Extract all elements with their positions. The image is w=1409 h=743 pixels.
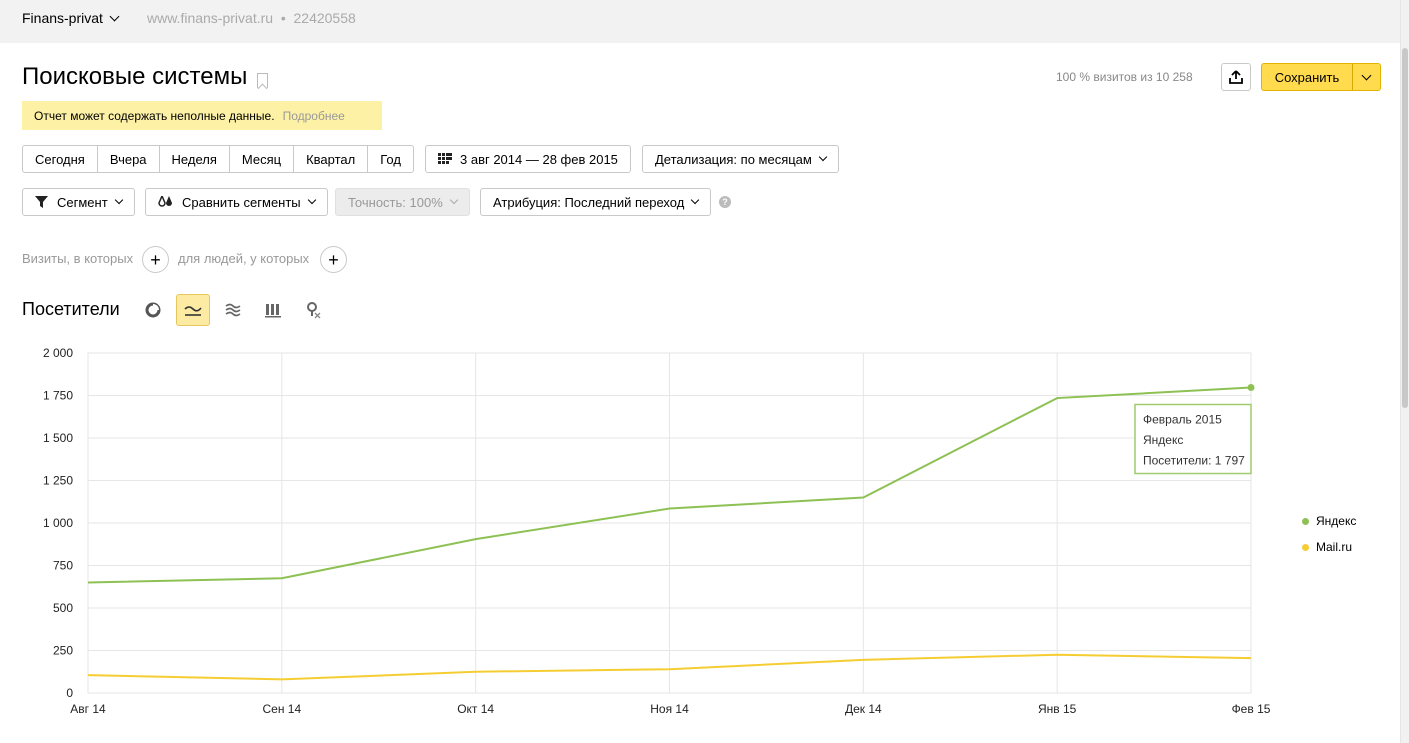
chevron-down-icon — [109, 11, 120, 21]
top-bar: Finans-privat www.finans-privat.ru • 224… — [0, 0, 1400, 43]
y-tick-label: 750 — [53, 559, 73, 573]
period-year[interactable]: Год — [380, 151, 401, 167]
x-tick-label: Янв 15 — [1038, 702, 1077, 716]
detail-label: Детализация: по месяцам — [655, 151, 812, 167]
date-range-label: 3 авг 2014 — 28 фев 2015 — [460, 151, 618, 167]
chart-series — [87, 384, 1255, 681]
page-title-wrap: Поисковые системы — [22, 63, 269, 91]
y-axis: 0 250 500 750 1 000 1 250 1 500 1 750 2 000 — [43, 346, 73, 700]
pie-chart-icon — [145, 302, 161, 318]
y-tick-label: 250 — [53, 644, 73, 658]
y-tick-label: 0 — [66, 686, 73, 700]
x-axis: Авг 14 Сен 14 Окт 14 Ноя 14 Дек 14 Янв 15 Фев … — [70, 702, 1270, 716]
x-tick-label: Ноя 14 — [650, 702, 689, 716]
x-tick-label: Дек 14 — [845, 702, 882, 716]
export-button[interactable] — [1221, 63, 1251, 91]
data-point — [1247, 384, 1255, 392]
chevron-down-icon — [307, 195, 316, 205]
incomplete-data-warning: Отчет может содержать неполные данные. По… — [22, 101, 382, 130]
area-chart-icon — [225, 303, 241, 317]
scrollbar[interactable] — [1400, 0, 1409, 743]
tooltip-period: Февраль 2015 — [1143, 413, 1222, 427]
compare-icon — [158, 196, 172, 207]
filter-icon — [35, 196, 48, 208]
chart-tooltip: Февраль 2015 Яндекс Посетители: 1 797 — [1134, 403, 1252, 475]
period-selector: Сегодня Вчера Неделя Месяц Квартал Год — [22, 145, 414, 173]
counter-name: Finans-privat — [22, 10, 103, 26]
save-button-label[interactable]: Сохранить — [1262, 64, 1353, 90]
chevron-down-icon — [114, 195, 123, 205]
counter-site: www.finans-privat.ru • 22420558 — [147, 10, 356, 26]
bookmark-icon[interactable] — [257, 72, 269, 88]
segment-button[interactable]: Сегмент — [22, 188, 135, 216]
add-people-condition-button[interactable]: + — [320, 246, 347, 273]
add-visit-condition-button[interactable]: + — [142, 246, 169, 273]
chevron-down-icon — [1361, 70, 1372, 80]
attribution-dropdown[interactable]: Атрибуция: Последний переход — [480, 188, 712, 216]
compare-segments-label: Сравнить сегменты — [182, 194, 301, 210]
visitors-line-chart: 0 250 500 750 1 000 1 250 1 500 1 750 2 000 Авг … — [43, 346, 1271, 716]
attribution-label: Атрибуция: Последний переход — [493, 194, 685, 210]
period-month[interactable]: Месяц — [230, 146, 295, 172]
calendar-icon — [438, 153, 452, 164]
chevron-down-icon — [449, 195, 459, 205]
bar-chart-button[interactable] — [256, 294, 290, 326]
legend-label: Яндекс — [1316, 514, 1357, 528]
y-tick-label: 1 250 — [43, 474, 73, 488]
x-tick-label: Окт 14 — [457, 702, 494, 716]
y-tick-label: 1 500 — [43, 431, 73, 445]
tooltip-series: Яндекс — [1143, 433, 1183, 447]
tooltip-value: Посетители: 1 797 — [1143, 454, 1245, 468]
page-title: Поисковые системы — [22, 63, 248, 90]
legend-label: Mail.ru — [1316, 540, 1353, 554]
legend-item-yandex[interactable]: Яндекс — [1302, 514, 1356, 528]
chart-grid — [87, 352, 1252, 694]
x-tick-label: Фев 15 — [1232, 702, 1271, 716]
line-chart-icon — [184, 306, 202, 316]
period-week[interactable]: Неделя — [160, 146, 230, 172]
legend-dot — [1302, 543, 1309, 551]
chart-title: Посетители — [22, 299, 120, 319]
x-tick-label: Авг 14 — [70, 702, 106, 716]
scrollbar-thumb[interactable] — [1402, 48, 1408, 408]
save-button[interactable]: Сохранить — [1261, 63, 1381, 91]
y-tick-label: 1 000 — [43, 516, 73, 530]
y-tick-label: 2 000 — [43, 346, 73, 360]
pie-chart-button[interactable] — [136, 294, 170, 326]
y-tick-label: 500 — [53, 601, 73, 615]
plus-icon: + — [150, 249, 161, 270]
counter-selector[interactable]: Finans-privat — [22, 10, 120, 26]
plus-icon: + — [328, 249, 339, 270]
accuracy-label: Точность: 100% — [348, 194, 443, 210]
map-chart-button[interactable] — [296, 294, 330, 326]
help-icon[interactable]: ? — [719, 196, 731, 208]
series-line-1 — [87, 653, 1252, 681]
more-link[interactable]: Подробнее — [282, 109, 345, 123]
series-line-0 — [87, 386, 1252, 584]
area-chart-button[interactable] — [216, 294, 250, 326]
period-today[interactable]: Сегодня — [23, 146, 98, 172]
warning-text: Отчет может содержать неполные данные. — [34, 109, 275, 123]
map-icon — [307, 302, 321, 319]
upload-icon — [1229, 70, 1243, 84]
segment-label: Сегмент — [57, 194, 108, 210]
detail-dropdown[interactable]: Детализация: по месяцам — [642, 145, 839, 173]
accuracy-dropdown: Точность: 100% — [335, 188, 470, 216]
chevron-down-icon — [691, 195, 700, 205]
period-quarter[interactable]: Квартал — [294, 146, 369, 172]
y-tick-label: 1 750 — [43, 389, 73, 403]
chevron-down-icon — [818, 152, 828, 162]
visits-info: 100 % визитов из 10 258 — [1056, 70, 1193, 84]
period-yesterday[interactable]: Вчера — [98, 146, 160, 172]
legend-item-mailru[interactable]: Mail.ru — [1302, 540, 1352, 554]
line-chart-button[interactable] — [176, 294, 210, 326]
date-range-button[interactable]: 3 авг 2014 — 28 фев 2015 — [425, 145, 631, 173]
bar-chart-icon — [265, 304, 281, 318]
save-dropdown[interactable] — [1353, 64, 1380, 90]
legend-dot — [1302, 517, 1309, 525]
compare-segments-button[interactable]: Сравнить сегменты — [145, 188, 328, 216]
x-tick-label: Сен 14 — [263, 702, 302, 716]
visits-condition-label: Визиты, в которых — [22, 251, 134, 266]
people-condition-label: для людей, у которых — [178, 251, 310, 266]
